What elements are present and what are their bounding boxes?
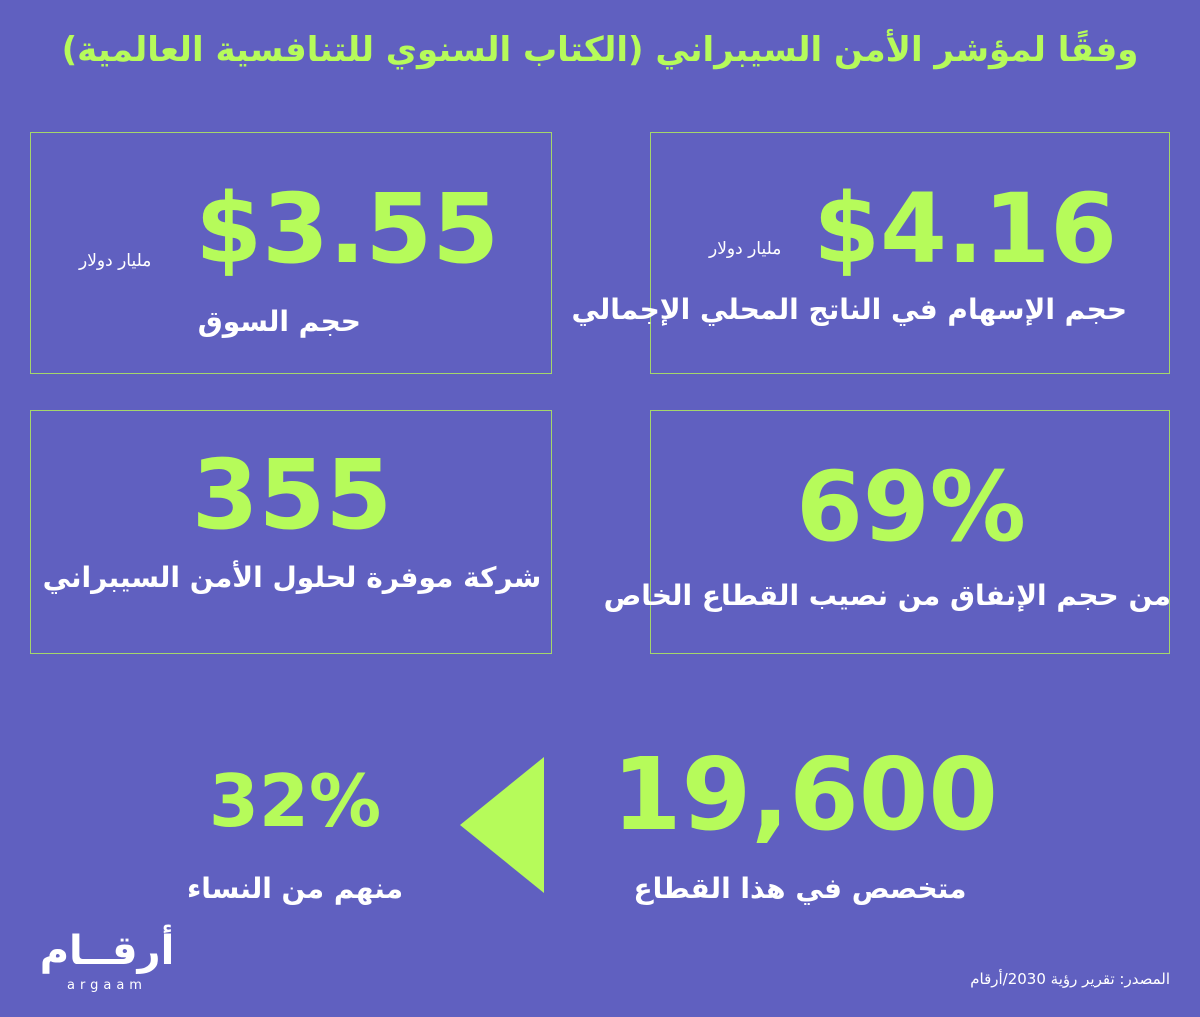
private-label: من حجم الإنفاق من نصيب القطاع الخاص <box>603 579 1171 612</box>
logo-main-text: أرقــام <box>39 928 175 974</box>
card-gdp-contribution: $4.16 مليار دولار حجم الإسهام في الناتج … <box>571 132 1170 374</box>
market-label: حجم السوق <box>197 305 361 338</box>
card-companies-count: 355 شركة موفرة لحلول الأمن السيبراني <box>30 410 552 654</box>
specialists-label: متخصص في هذا القطاع <box>633 872 967 905</box>
gdp-value: $4.16 <box>813 173 1117 285</box>
argaam-logo: أرقــام argaam <box>32 928 182 1000</box>
companies-label: شركة موفرة لحلول الأمن السيبراني <box>42 561 542 594</box>
market-unit: مليار دولار <box>79 251 152 271</box>
specialists-value: 19,600 <box>612 736 998 853</box>
women-label: منهم من النساء <box>186 872 404 905</box>
page-title: وفقًا لمؤشر الأمن السيبراني (الكتاب السن… <box>61 30 1139 70</box>
private-value: 69% <box>796 451 1026 563</box>
gdp-label: حجم الإسهام في الناتج المحلي الإجمالي <box>571 293 1127 326</box>
arrow-left-icon <box>460 757 544 893</box>
card-private-sector-share: 69% من حجم الإنفاق من نصيب القطاع الخاص <box>603 410 1171 654</box>
gdp-unit: مليار دولار <box>709 239 782 259</box>
logo-sub-text: argaam <box>67 978 147 993</box>
market-value: $3.55 <box>195 173 499 285</box>
companies-value: 355 <box>191 439 393 551</box>
source-note: المصدر: تقرير رؤية 2030/أرقام <box>970 970 1170 988</box>
card-market-size: $3.55 مليار دولار حجم السوق <box>30 132 552 374</box>
women-value: 32% <box>208 759 382 843</box>
